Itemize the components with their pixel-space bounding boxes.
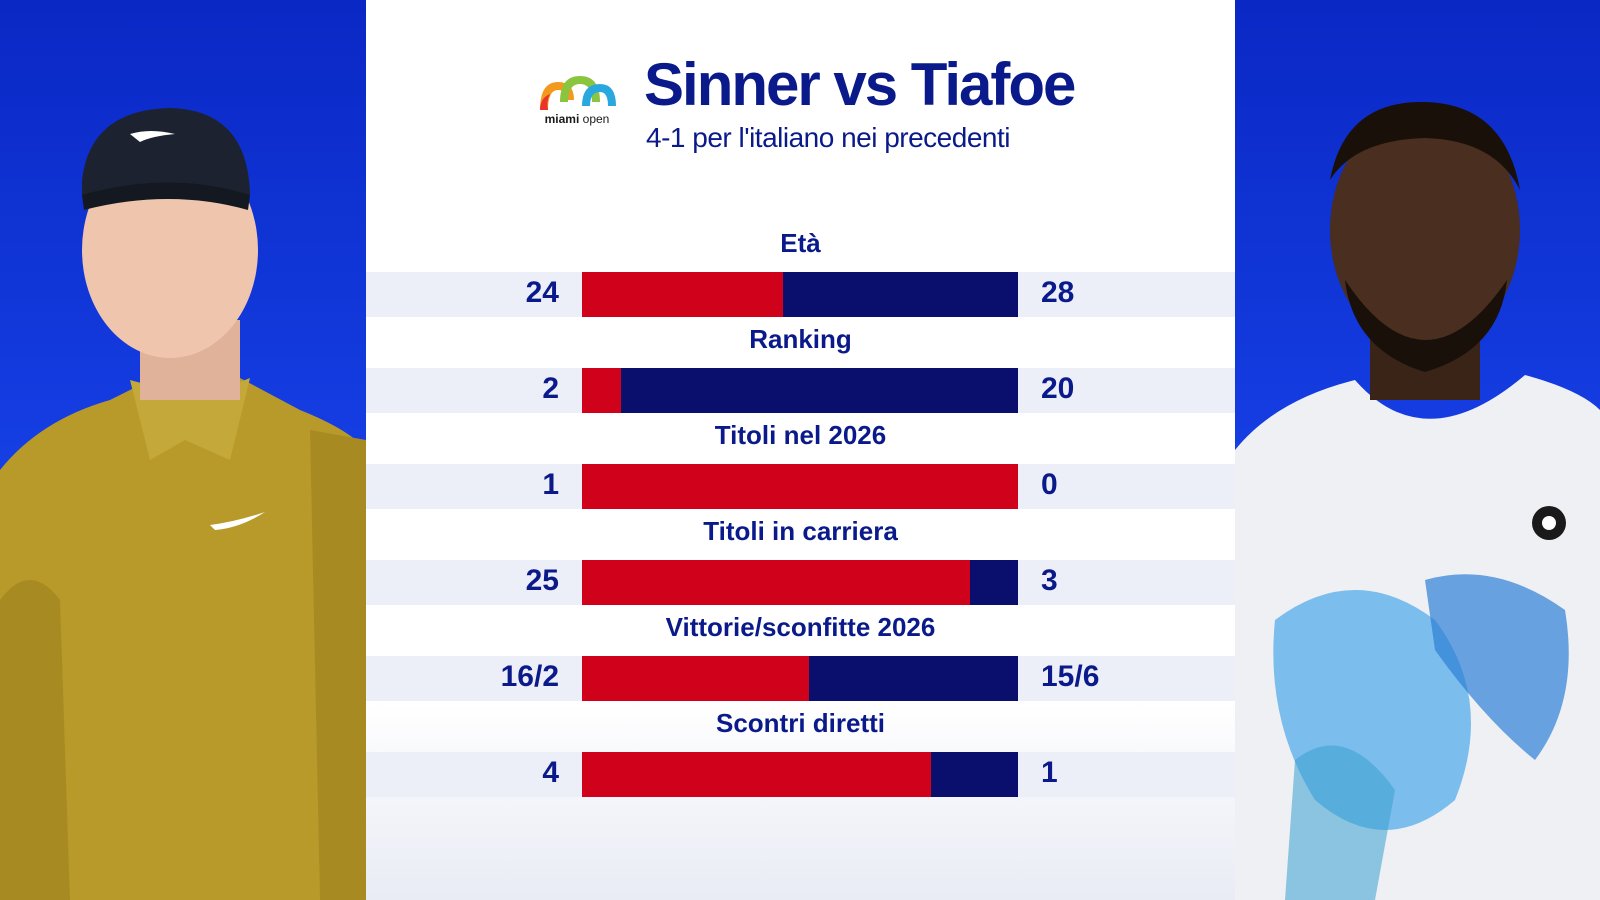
value-left: 4 (542, 756, 559, 789)
miami-open-logo: miami open (534, 70, 620, 132)
value-right: 15/6 (1041, 660, 1100, 693)
bar-right (931, 752, 1018, 797)
value-right: 0 (1041, 468, 1058, 501)
bar-right (621, 368, 1018, 413)
bar-right (783, 272, 1018, 317)
value-right: 28 (1041, 276, 1075, 309)
value-left: 25 (525, 564, 559, 597)
row-label: Età (780, 228, 821, 258)
bar-right (809, 656, 1018, 701)
bar-left (582, 464, 1018, 509)
value-left: 24 (525, 276, 559, 309)
page-title: Sinner vs Tiafoe (644, 51, 1076, 118)
logo-wordmark: miami open (544, 112, 610, 126)
page-subtitle: 4-1 per l'italiano nei precedenti (646, 122, 1010, 153)
bar-left (582, 656, 809, 701)
bar-left (582, 752, 931, 797)
row-label: Scontri diretti (715, 708, 885, 738)
comparison-panel: miami open Sinner vs Tiafoe 4-1 per l'it… (366, 0, 1235, 900)
row-label: Ranking (749, 324, 852, 354)
value-right: 1 (1041, 756, 1058, 789)
bar-right (970, 560, 1018, 605)
row-label: Titoli in carriera (703, 516, 898, 546)
value-left: 16/2 (500, 660, 559, 693)
value-left: 2 (542, 372, 559, 405)
bar-left (582, 560, 970, 605)
row-label: Vittorie/sconfitte 2026 (665, 612, 936, 642)
left-player-panel (0, 0, 366, 900)
row-label: Titoli nel 2026 (714, 420, 887, 450)
stat-rows: Età 24 28 Ranking 2 20 Titoli nel 2026 1 0 Titoli… (366, 0, 1235, 900)
sinner-portrait-icon (0, 108, 366, 900)
value-right: 3 (1041, 564, 1058, 597)
value-right: 20 (1041, 372, 1075, 405)
value-left: 1 (542, 468, 559, 501)
miami-open-logo-icon (540, 76, 616, 110)
bar-left (582, 272, 783, 317)
tiafoe-portrait-icon (1235, 101, 1600, 900)
right-player-panel (1235, 0, 1600, 900)
bar-left (582, 368, 621, 413)
